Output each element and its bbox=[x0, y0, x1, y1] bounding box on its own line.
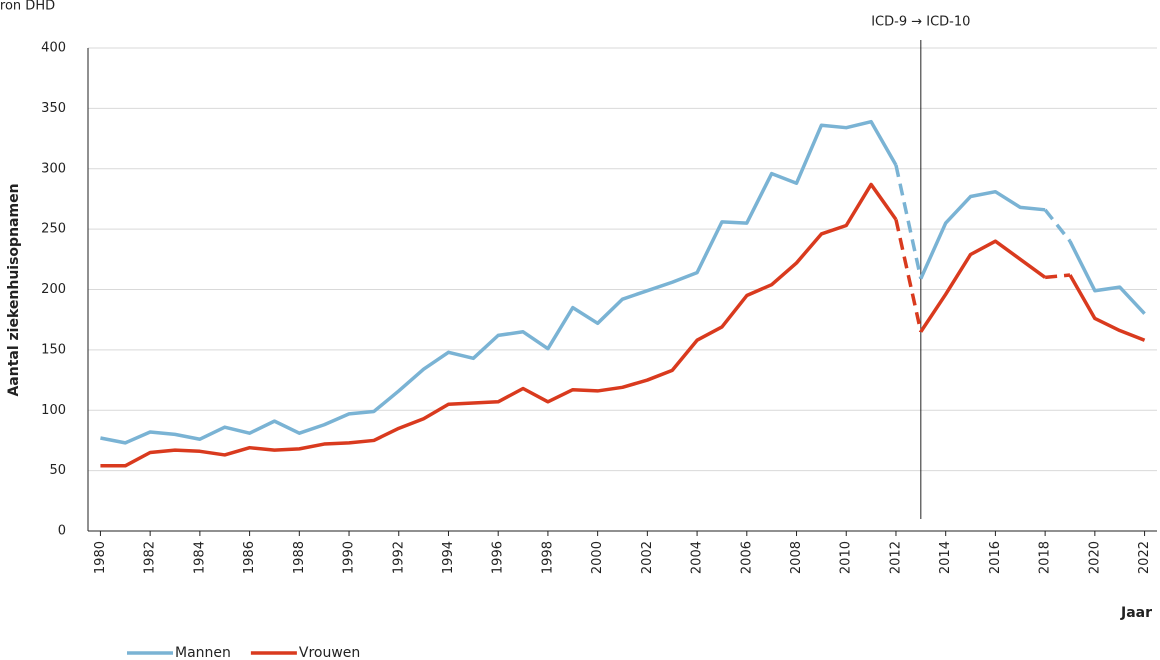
line bbox=[100, 119, 898, 445]
x-tick-label: 2006 bbox=[739, 541, 754, 574]
x-tick-label: 2000 bbox=[590, 541, 605, 574]
x-tick-label: 1986 bbox=[242, 541, 257, 574]
x-tick-label: 2004 bbox=[690, 541, 705, 574]
x-tick-label: 1982 bbox=[143, 541, 158, 574]
x-tick-label: 1996 bbox=[491, 541, 506, 574]
x-axis-label: Jaar bbox=[1120, 605, 1152, 621]
x-tick-label: 1988 bbox=[292, 541, 307, 574]
y-tick-label: 400 bbox=[41, 41, 66, 56]
y-tick-label: 0 bbox=[58, 524, 66, 539]
x-tick-label: 1990 bbox=[342, 541, 357, 574]
annotation: ICD-9 → ICD-10 bbox=[871, 15, 970, 30]
line-dashed bbox=[1044, 273, 1071, 280]
y-tick-label: 50 bbox=[49, 463, 66, 478]
x-tick-label: 2008 bbox=[789, 541, 804, 574]
y-axis-label: Aantal ziekenhuisopnamen bbox=[6, 183, 22, 396]
x-tick-label: 2010 bbox=[839, 541, 854, 574]
y-tick-label: 300 bbox=[41, 161, 66, 176]
y-tick-label: 350 bbox=[41, 101, 66, 116]
line-dashed bbox=[894, 219, 923, 333]
line bbox=[919, 189, 1046, 280]
line bbox=[919, 239, 1047, 333]
legend-label: Mannen bbox=[175, 645, 231, 660]
y-tick-label: 100 bbox=[41, 403, 66, 418]
x-tick-label: 2012 bbox=[888, 541, 903, 574]
line bbox=[100, 182, 898, 468]
line bbox=[1068, 240, 1146, 315]
x-tick-label: 2014 bbox=[938, 541, 953, 574]
line-dashed bbox=[894, 164, 923, 280]
source: Bron DHD bbox=[0, 0, 55, 14]
line-dashed bbox=[1043, 208, 1072, 243]
x-tick-label: 2022 bbox=[1137, 541, 1152, 574]
x-tick-label: 1998 bbox=[540, 541, 555, 574]
y-tick-label: 150 bbox=[41, 342, 66, 357]
x-tick-label: 1980 bbox=[93, 541, 108, 574]
y-tick-label: 200 bbox=[41, 282, 66, 297]
x-tick-label: 1994 bbox=[441, 541, 456, 574]
legend-label: Vrouwen bbox=[299, 645, 360, 660]
line bbox=[1068, 274, 1146, 342]
x-tick-label: 2020 bbox=[1087, 541, 1102, 574]
x-tick-label: 2016 bbox=[988, 541, 1003, 574]
x-tick-label: 1992 bbox=[391, 541, 406, 574]
x-tick-label: 1984 bbox=[192, 541, 207, 574]
x-tick-label: 2018 bbox=[1038, 541, 1053, 574]
x-tick-label: 2002 bbox=[640, 541, 655, 574]
y-tick-label: 250 bbox=[41, 222, 66, 237]
